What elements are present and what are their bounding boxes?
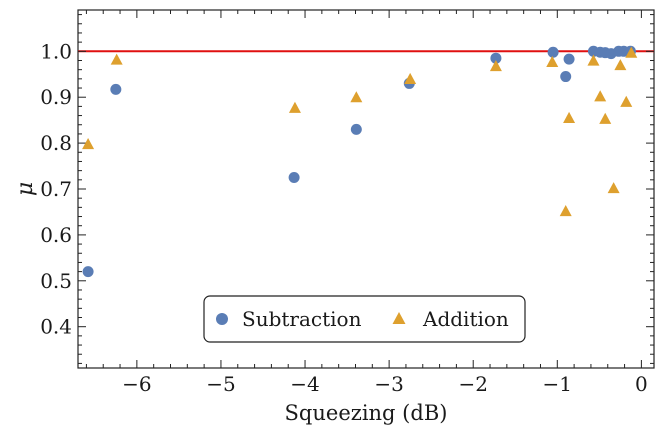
point-addition: [559, 205, 572, 217]
point-addition: [489, 59, 502, 72]
point-subtraction: [288, 172, 300, 184]
legend-marker-addition: [392, 312, 406, 324]
x-tick-label: −1: [543, 372, 572, 396]
point-subtraction: [560, 71, 572, 83]
point-addition: [620, 95, 633, 107]
y-tick-label: 0.7: [40, 177, 72, 201]
y-tick-label: 0.6: [40, 223, 72, 247]
point-addition: [82, 138, 95, 150]
legend-box: [203, 295, 526, 343]
series-subtraction: [82, 45, 636, 278]
point-subtraction: [110, 83, 122, 95]
point-addition: [594, 90, 607, 102]
point-addition: [587, 54, 600, 66]
point-addition: [614, 59, 627, 71]
point-subtraction: [350, 123, 362, 135]
point-subtraction: [82, 266, 94, 278]
point-subtraction: [547, 46, 559, 58]
legend-label-addition: Addition: [422, 307, 509, 331]
point-addition: [625, 46, 638, 58]
y-axis-label: μ: [13, 182, 38, 196]
point-addition: [350, 91, 363, 103]
y-tick-label: 0.9: [40, 85, 72, 109]
legend: Subtraction Addition: [203, 295, 526, 343]
x-tick-label: −4: [290, 372, 319, 396]
series-addition: [82, 46, 638, 217]
x-tick-label: −5: [206, 372, 235, 396]
y-tick-label: 0.5: [40, 269, 72, 293]
point-addition: [288, 101, 301, 113]
x-axis-label: Squeezing (dB): [285, 401, 448, 425]
y-tick-label: 0.8: [40, 131, 72, 155]
legend-marker-subtraction: [216, 313, 228, 325]
x-tick-label: 0: [635, 372, 648, 396]
axis-ticks: −6 −5 −4 −3 −2 −1 0 0.4 0.5 0.6 0.7 0.8 0.9 1.0: [40, 10, 654, 396]
point-addition: [607, 182, 620, 194]
legend-label-subtraction: Subtraction: [242, 307, 362, 331]
point-subtraction: [563, 53, 575, 65]
x-tick-label: −3: [374, 372, 403, 396]
x-tick-label: −6: [122, 372, 151, 396]
point-addition: [546, 55, 559, 67]
point-subtraction: [490, 52, 502, 64]
y-tick-label: 0.4: [40, 315, 72, 339]
data-points: [82, 45, 638, 278]
point-addition: [404, 72, 417, 84]
point-addition: [563, 111, 576, 123]
y-tick-label: 1.0: [40, 39, 72, 63]
point-addition: [599, 112, 612, 124]
point-addition: [110, 53, 123, 65]
x-tick-label: −2: [458, 372, 487, 396]
